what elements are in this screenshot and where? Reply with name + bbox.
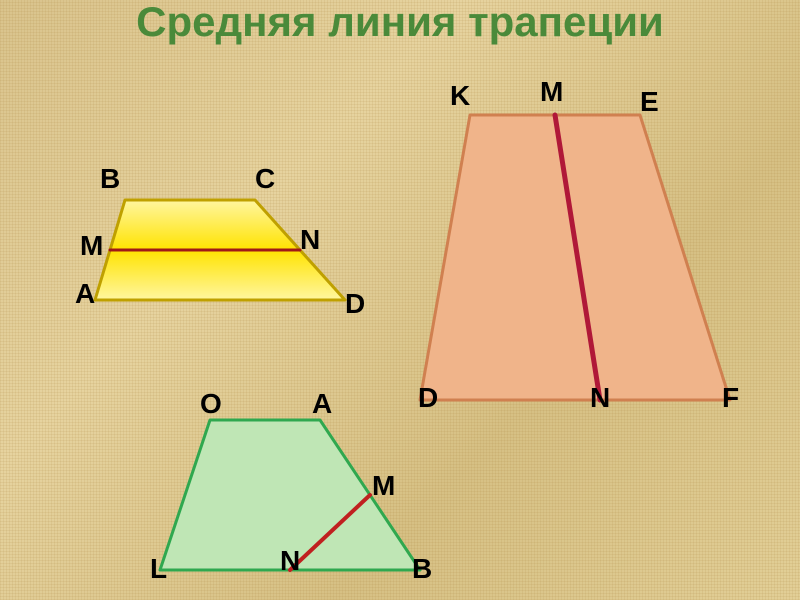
t3-label-L: L	[150, 553, 167, 585]
t1-label-A: A	[75, 278, 95, 310]
t1-label-M: M	[80, 230, 103, 262]
t3-label-M: M	[372, 470, 395, 502]
t2-label-N: N	[590, 382, 610, 414]
t1-label-D: D	[345, 288, 365, 320]
t2-label-F: F	[722, 382, 739, 414]
t1-label-C: C	[255, 163, 275, 195]
t3-label-O: O	[200, 388, 222, 420]
t2-label-E: E	[640, 86, 659, 118]
diagram-canvas	[0, 0, 800, 600]
t2-label-M: M	[540, 76, 563, 108]
t3-label-A: A	[312, 388, 332, 420]
t2-label-K: K	[450, 80, 470, 112]
t1-label-B: B	[100, 163, 120, 195]
t3-label-N: N	[280, 545, 300, 577]
t1-label-N: N	[300, 224, 320, 256]
t2-label-D: D	[418, 382, 438, 414]
t3-label-B: B	[412, 553, 432, 585]
